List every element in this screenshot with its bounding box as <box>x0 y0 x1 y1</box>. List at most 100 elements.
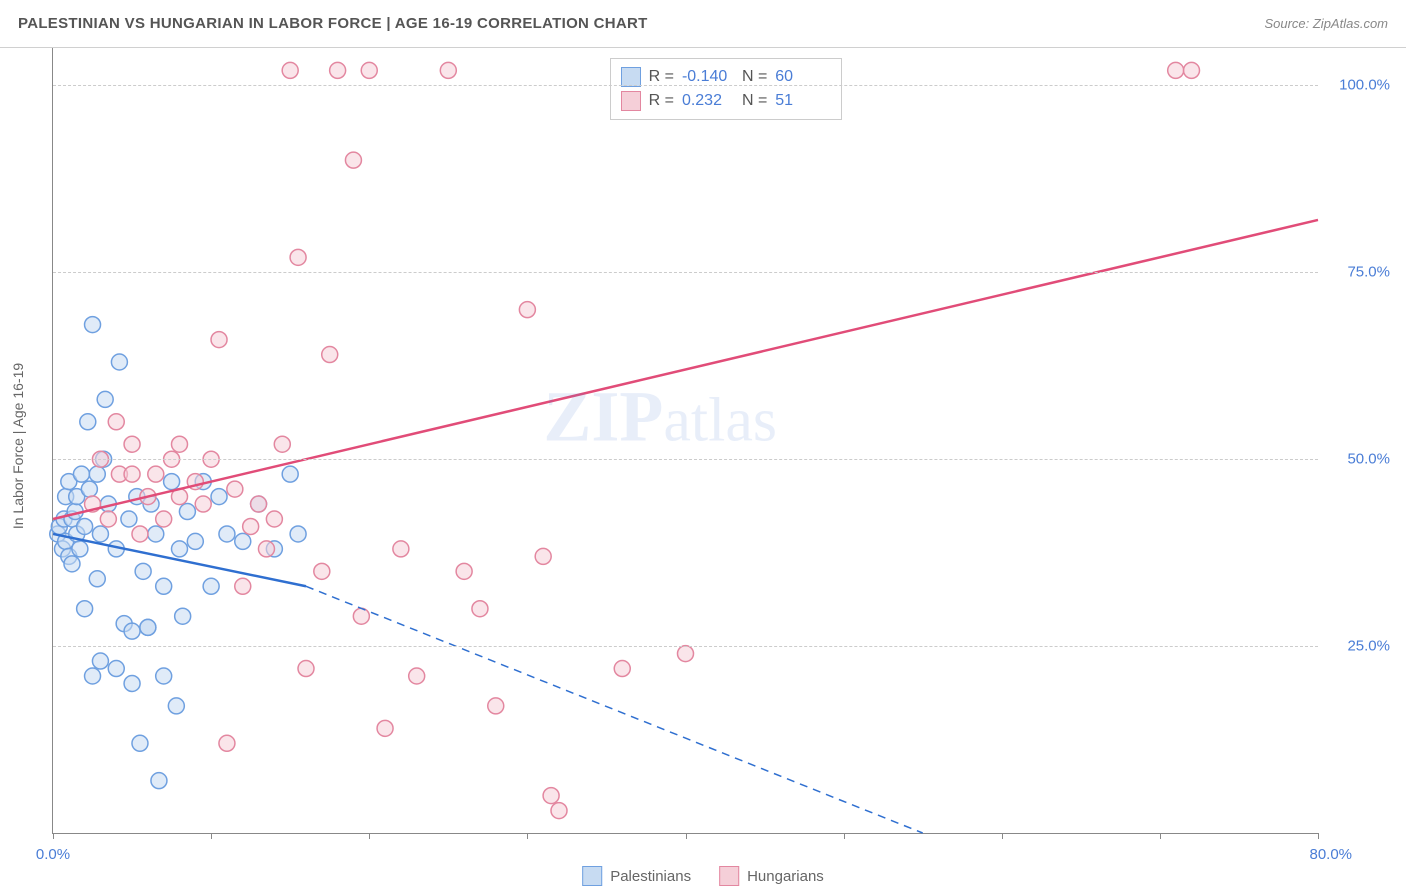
data-point <box>519 302 535 318</box>
data-point <box>219 735 235 751</box>
xtick <box>211 833 212 839</box>
data-point <box>140 619 156 635</box>
data-point <box>235 578 251 594</box>
data-point <box>543 788 559 804</box>
xtick <box>1160 833 1161 839</box>
data-point <box>108 414 124 430</box>
data-point <box>77 518 93 534</box>
data-point <box>164 474 180 490</box>
legend-swatch-hungarians <box>719 866 739 886</box>
data-point <box>124 675 140 691</box>
data-point <box>124 436 140 452</box>
gridline <box>53 85 1318 86</box>
data-point <box>64 556 80 572</box>
data-point <box>614 661 630 677</box>
ytick-label: 25.0% <box>1330 638 1390 655</box>
xtick <box>686 833 687 839</box>
data-point <box>219 526 235 542</box>
data-point <box>535 548 551 564</box>
legend-label-hungarians: Hungarians <box>747 868 824 885</box>
xtick <box>844 833 845 839</box>
data-point <box>456 563 472 579</box>
plot-svg <box>53 48 1318 833</box>
data-point <box>172 541 188 557</box>
legend-swatch-palestinians <box>582 866 602 886</box>
ytick-label: 50.0% <box>1330 451 1390 468</box>
data-point <box>72 541 88 557</box>
data-point <box>132 526 148 542</box>
data-point <box>89 571 105 587</box>
data-point <box>92 653 108 669</box>
chart-title: PALESTINIAN VS HUNGARIAN IN LABOR FORCE … <box>18 15 648 32</box>
data-point <box>168 698 184 714</box>
data-point <box>258 541 274 557</box>
bottom-legend: Palestinians Hungarians <box>582 866 824 886</box>
r-value-hungarians: 0.232 <box>682 89 734 113</box>
data-point <box>235 533 251 549</box>
swatch-palestinians <box>621 67 641 87</box>
data-point <box>551 803 567 819</box>
data-point <box>1168 62 1184 78</box>
legend-label-palestinians: Palestinians <box>610 868 691 885</box>
ytick-label: 75.0% <box>1330 264 1390 281</box>
gridline <box>53 646 1318 647</box>
data-point <box>227 481 243 497</box>
data-point <box>89 466 105 482</box>
data-point <box>290 249 306 265</box>
data-point <box>97 391 113 407</box>
data-point <box>195 496 211 512</box>
data-point <box>156 578 172 594</box>
data-point <box>132 735 148 751</box>
ytick-label: 100.0% <box>1330 77 1390 94</box>
data-point <box>108 661 124 677</box>
data-point <box>111 354 127 370</box>
trend-line <box>53 220 1318 519</box>
data-point <box>135 563 151 579</box>
xtick <box>1318 833 1319 839</box>
xtick <box>369 833 370 839</box>
data-point <box>179 504 195 520</box>
data-point <box>678 646 694 662</box>
data-point <box>409 668 425 684</box>
data-point <box>92 526 108 542</box>
data-point <box>81 481 97 497</box>
data-point <box>1184 62 1200 78</box>
data-point <box>80 414 96 430</box>
data-point <box>187 533 203 549</box>
chart-source: Source: ZipAtlas.com <box>1264 16 1388 31</box>
xtick <box>53 833 54 839</box>
n-value-hungarians: 51 <box>775 89 827 113</box>
y-axis-label: In Labor Force | Age 16-19 <box>10 363 26 529</box>
gridline <box>53 459 1318 460</box>
data-point <box>73 466 89 482</box>
stats-row-hungarians: R = 0.232 N = 51 <box>621 89 828 113</box>
data-point <box>322 347 338 363</box>
data-point <box>393 541 409 557</box>
data-point <box>172 436 188 452</box>
data-point <box>472 601 488 617</box>
data-point <box>85 668 101 684</box>
data-point <box>266 511 282 527</box>
data-point <box>290 526 306 542</box>
stats-legend-box: R = -0.140 N = 60 R = 0.232 N = 51 <box>610 58 843 120</box>
xtick <box>527 833 528 839</box>
data-point <box>121 511 137 527</box>
xtick <box>1002 833 1003 839</box>
data-point <box>282 466 298 482</box>
scatter-plot: ZIPatlas R = -0.140 N = 60 R = 0.232 N =… <box>52 48 1318 834</box>
data-point <box>377 720 393 736</box>
data-point <box>282 62 298 78</box>
data-point <box>361 62 377 78</box>
data-point <box>274 436 290 452</box>
data-point <box>488 698 504 714</box>
data-point <box>330 62 346 78</box>
data-point <box>345 152 361 168</box>
gridline <box>53 272 1318 273</box>
data-point <box>85 317 101 333</box>
data-point <box>77 601 93 617</box>
data-point <box>440 62 456 78</box>
data-point <box>353 608 369 624</box>
data-point <box>124 623 140 639</box>
data-point <box>251 496 267 512</box>
xtick-label: 80.0% <box>1309 846 1352 863</box>
